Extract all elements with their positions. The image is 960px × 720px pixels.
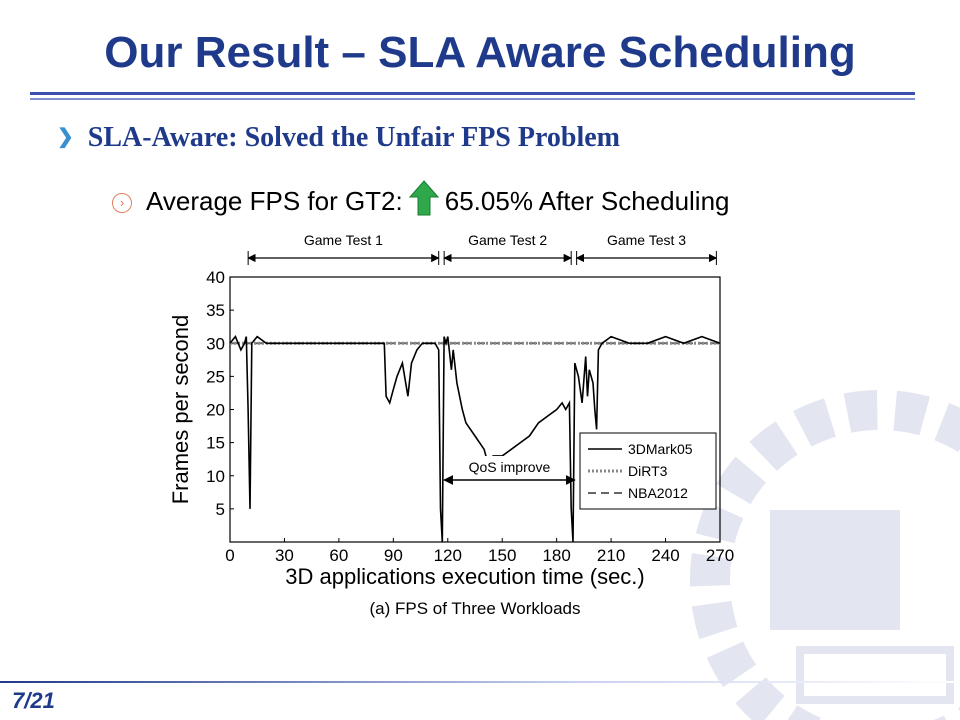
legend-label: DiRT3 <box>628 463 668 479</box>
x-tick-label: 150 <box>488 546 516 565</box>
bullet-level-2: › Average FPS for GT2: 65.05% After Schedu… <box>112 180 730 223</box>
y-tick-label: 15 <box>206 434 225 453</box>
chevron-bullet-icon: ❯ <box>57 126 74 148</box>
up-arrow-icon <box>408 180 439 223</box>
x-tick-label: 180 <box>542 546 570 565</box>
x-tick-label: 30 <box>275 546 294 565</box>
chart-caption: (a) FPS of Three Workloads <box>369 599 580 618</box>
bullet-level-1: ❯ SLA-Aware: Solved the Unfair FPS Proble… <box>57 122 620 154</box>
x-axis-label: 3D applications execution time (sec.) <box>285 564 645 589</box>
title-underline-thin <box>30 98 915 100</box>
legend-label: NBA2012 <box>628 485 688 501</box>
annotation-label: QoS improve <box>469 459 551 475</box>
legend-label: 3DMark05 <box>628 441 693 457</box>
x-tick-label: 60 <box>329 546 348 565</box>
page-number: 7/21 <box>12 688 55 713</box>
university-emblem-watermark <box>690 390 960 720</box>
phase-label: Game Test 3 <box>607 232 686 248</box>
x-tick-label: 240 <box>651 546 679 565</box>
y-tick-label: 25 <box>206 367 225 386</box>
x-tick-label: 210 <box>597 546 625 565</box>
y-tick-label: 35 <box>206 301 225 320</box>
annotation-bg <box>452 456 567 476</box>
x-tick-label: 90 <box>384 546 403 565</box>
x-tick-label: 120 <box>434 546 462 565</box>
y-tick-label: 10 <box>206 467 225 486</box>
bullet-1-text: SLA-Aware: Solved the Unfair FPS Problem <box>87 122 620 153</box>
legend-box <box>579 432 717 510</box>
phase-label: Game Test 2 <box>468 232 547 248</box>
y-tick-label: 5 <box>216 500 225 519</box>
bullet-2-suffix: 65.05% After Scheduling <box>444 186 730 216</box>
y-tick-label: 30 <box>206 334 225 353</box>
phase-label: Game Test 1 <box>304 232 383 248</box>
slide-title: Our Result – SLA Aware Scheduling <box>104 28 856 77</box>
x-tick-label: 270 <box>706 546 734 565</box>
circle-chevron-bullet-icon: › <box>112 193 132 213</box>
footer-rule <box>0 681 960 683</box>
y-tick-label: 40 <box>206 268 225 287</box>
bullet-2-prefix: Average FPS for GT2: <box>146 186 403 216</box>
title-underline <box>30 92 915 95</box>
series-line-3dmark05 <box>229 335 721 543</box>
x-tick-label: 0 <box>225 546 234 565</box>
y-axis-label: Frames per second <box>168 315 193 505</box>
fps-line-chart: 0 30 60 90 120 150 180 210 240 270 5 10 15 20 25 30 35 40… <box>168 232 734 618</box>
y-tick-label: 20 <box>206 401 225 420</box>
